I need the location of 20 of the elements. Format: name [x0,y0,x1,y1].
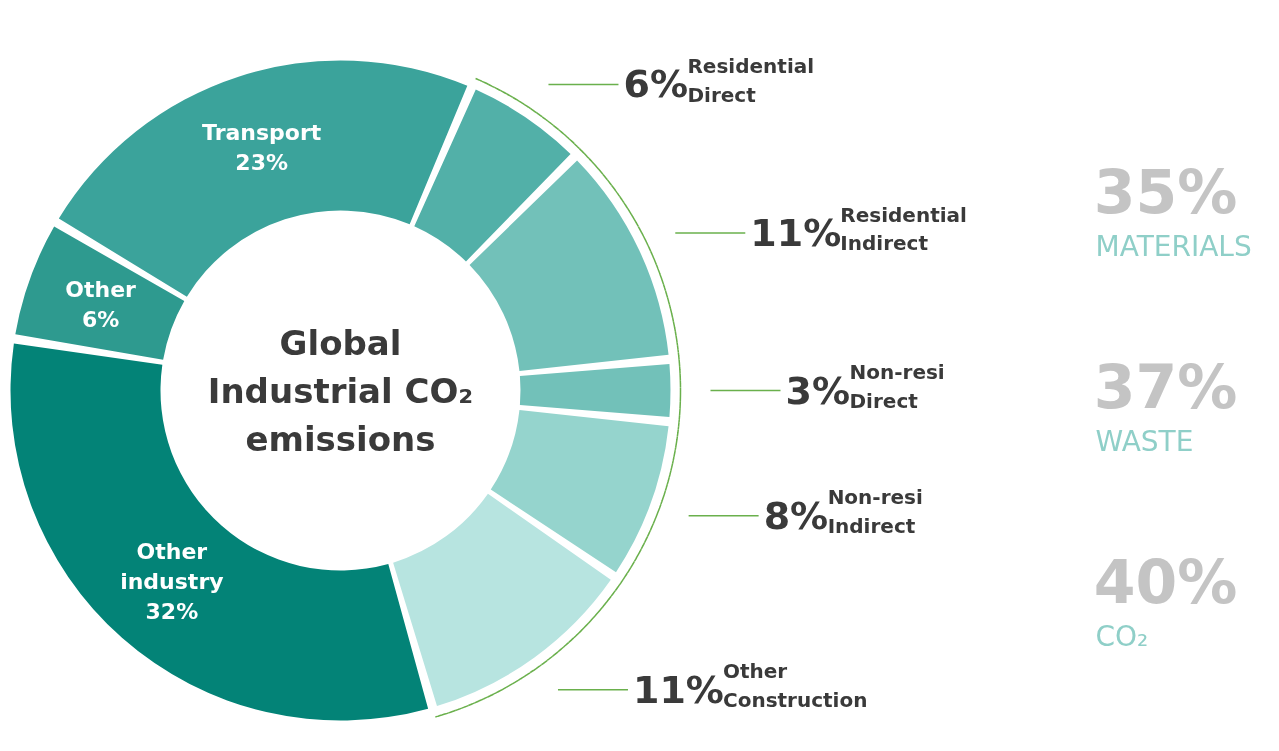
data-label: 32% [145,599,199,625]
data-label: 6% [623,62,688,107]
data-label: 6% [81,306,120,332]
text: 35% MATERIALS [1093,156,1252,263]
slice-label: Other Construction [722,659,868,713]
text: 37% WASTE [1093,351,1238,458]
slice-label: Residential Direct [687,54,815,107]
slice-label: Non-resi Direct [849,360,945,413]
slice-label: Other industry [120,539,224,595]
slice-label: Other [65,276,137,302]
slice-label: Transport [202,120,322,146]
slice-label: Non-resi Indirect [827,485,923,539]
slice-label: Residential Indirect [840,202,967,256]
text: 40% CO₂ [1093,546,1238,653]
data-label: 23% [235,150,289,176]
data-label: 8% [763,493,829,538]
data-label: 11% [632,667,724,712]
text: Global Industrial CO₂ emissions [207,322,474,459]
data-label: 11% [750,210,842,255]
data-label: 3% [785,368,851,413]
